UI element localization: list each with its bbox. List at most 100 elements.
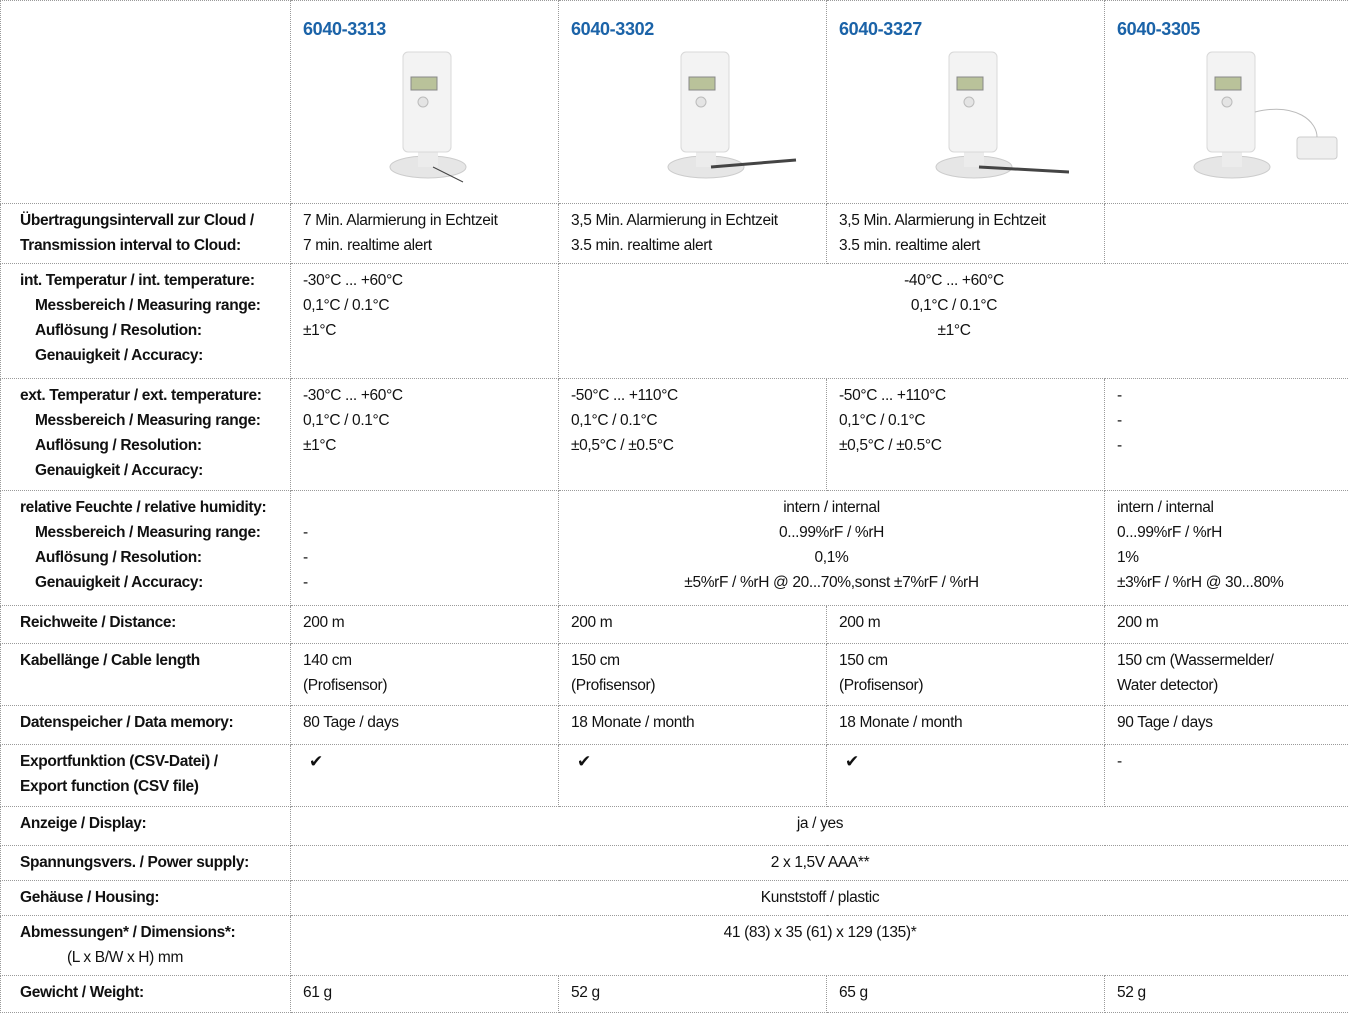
spec-row: Datenspeicher / Data memory: 80 Tage / da…	[1, 706, 1349, 745]
value-cell: 200 m	[559, 606, 827, 644]
value-line: 150 cm	[839, 648, 1104, 673]
value-cell: 140 cm(Profisensor)	[291, 644, 559, 706]
row-label: Übertragungsintervall zur Cloud /Transmi…	[1, 204, 291, 264]
value-cell: 2 x 1,5V AAA**	[291, 846, 1349, 881]
label-line: Gewicht / Weight:	[20, 980, 290, 1005]
row-label: Exportfunktion (CSV-Datei) /Export funct…	[1, 745, 291, 807]
label-line: Kabellänge / Cable length	[20, 648, 290, 673]
value-cell: ja / yes	[291, 807, 1349, 846]
value-line: (Profisensor)	[571, 673, 826, 698]
value-cell: 65 g	[827, 976, 1105, 1013]
spec-row: Abmessungen* / Dimensions*:(L x B/W x H)…	[1, 916, 1349, 976]
value-cell: 200 m	[1105, 606, 1349, 644]
value-line: intern / internal	[559, 495, 1104, 520]
value-line: 41 (83) x 35 (61) x 129 (135)*	[291, 920, 1349, 945]
value-cell: 52 g	[1105, 976, 1349, 1013]
product-name: 6040-3313	[303, 17, 558, 42]
label-line: Anzeige / Display:	[20, 811, 290, 836]
row-label: int. Temperatur / int. temperature:Messb…	[1, 264, 291, 379]
product-image	[303, 42, 533, 192]
value-line: 0,1°C / 0.1°C	[303, 408, 558, 433]
value-line: ja / yes	[291, 811, 1349, 836]
label-line: Transmission interval to Cloud:	[20, 233, 290, 258]
label-line: Export function (CSV file)	[20, 774, 290, 799]
value-line: ±3%rF / %rH @ 30...80%	[1117, 570, 1349, 595]
value-line: 7 min. realtime alert	[303, 233, 558, 258]
value-line: ±5%rF / %rH @ 20...70%,sonst ±7%rF / %rH	[559, 570, 1104, 595]
value-line: 150 cm (Wassermelder/	[1117, 648, 1349, 673]
value-line: 3,5 Min. Alarmierung in Echtzeit	[571, 208, 826, 233]
value-cell: ✔	[291, 745, 559, 807]
value-cell: 61 g	[291, 976, 559, 1013]
product-cell: 6040-3305	[1105, 1, 1349, 204]
value-cell: 18 Monate / month	[827, 706, 1105, 745]
value-cell: ✔	[827, 745, 1105, 807]
product-name: 6040-3327	[839, 17, 1104, 42]
value-line: 90 Tage / days	[1117, 710, 1349, 735]
header-row: 6040-3313 6040-3302 6040-3327 6040-3305	[1, 1, 1349, 204]
value-line: ±1°C	[303, 433, 558, 458]
value-line: 200 m	[839, 610, 1104, 635]
label-line: Datenspeicher / Data memory:	[20, 710, 290, 735]
row-label: Spannungsvers. / Power supply:	[1, 846, 291, 881]
value-cell: 90 Tage / days	[1105, 706, 1349, 745]
value-line: 0,1°C / 0.1°C	[571, 408, 826, 433]
value-line: -50°C ... +110°C	[571, 383, 826, 408]
value-line: ✔	[839, 749, 1104, 774]
value-line: 3,5 Min. Alarmierung in Echtzeit	[839, 208, 1104, 233]
value-line: ±0,5°C / ±0.5°C	[571, 433, 826, 458]
value-line: 80 Tage / days	[303, 710, 558, 735]
value-line: -	[1117, 408, 1349, 433]
value-cell: 150 cm(Profisensor)	[827, 644, 1105, 706]
value-line: 0,1°C / 0.1°C	[303, 293, 558, 318]
label-line: (L x B/W x H) mm	[20, 945, 290, 970]
value-line: 65 g	[839, 980, 1104, 1005]
value-line: -30°C ... +60°C	[303, 383, 558, 408]
product-cell: 6040-3327	[827, 1, 1105, 204]
spec-row: int. Temperatur / int. temperature:Messb…	[1, 264, 1349, 379]
value-cell: ---	[1105, 379, 1349, 491]
label-line: Messbereich / Measuring range:	[20, 408, 290, 433]
spec-row: Spannungsvers. / Power supply:2 x 1,5V A…	[1, 846, 1349, 881]
value-cell: 200 m	[291, 606, 559, 644]
label-line: Messbereich / Measuring range:	[20, 293, 290, 318]
value-line: 18 Monate / month	[571, 710, 826, 735]
row-label: Anzeige / Display:	[1, 807, 291, 846]
value-line: -	[1117, 383, 1349, 408]
row-label: Abmessungen* / Dimensions*:(L x B/W x H)…	[1, 916, 291, 976]
value-cell: -	[1105, 745, 1349, 807]
value-line: Water detector)	[1117, 673, 1349, 698]
row-label: Datenspeicher / Data memory:	[1, 706, 291, 745]
value-line: ✔	[571, 749, 826, 774]
row-label: relative Feuchte / relative humidity:Mes…	[1, 491, 291, 606]
empty-cell	[1, 1, 291, 204]
value-cell: Kunststoff / plastic	[291, 881, 1349, 916]
product-image	[571, 42, 801, 192]
value-line: 140 cm	[303, 648, 558, 673]
value-line: 3.5 min. realtime alert	[571, 233, 826, 258]
value-line: ±1°C	[303, 318, 558, 343]
label-line: Auflösung / Resolution:	[20, 318, 290, 343]
label-line: Exportfunktion (CSV-Datei) /	[20, 749, 290, 774]
value-line: -50°C ... +110°C	[839, 383, 1104, 408]
label-line: Auflösung / Resolution:	[20, 433, 290, 458]
value-line: 7 Min. Alarmierung in Echtzeit	[303, 208, 558, 233]
label-line: Spannungsvers. / Power supply:	[20, 850, 290, 875]
value-cell: ---	[291, 491, 559, 606]
value-line: 52 g	[1117, 980, 1349, 1005]
value-line: -	[303, 570, 558, 595]
value-line: 150 cm	[571, 648, 826, 673]
label-line: int. Temperatur / int. temperature:	[20, 268, 290, 293]
